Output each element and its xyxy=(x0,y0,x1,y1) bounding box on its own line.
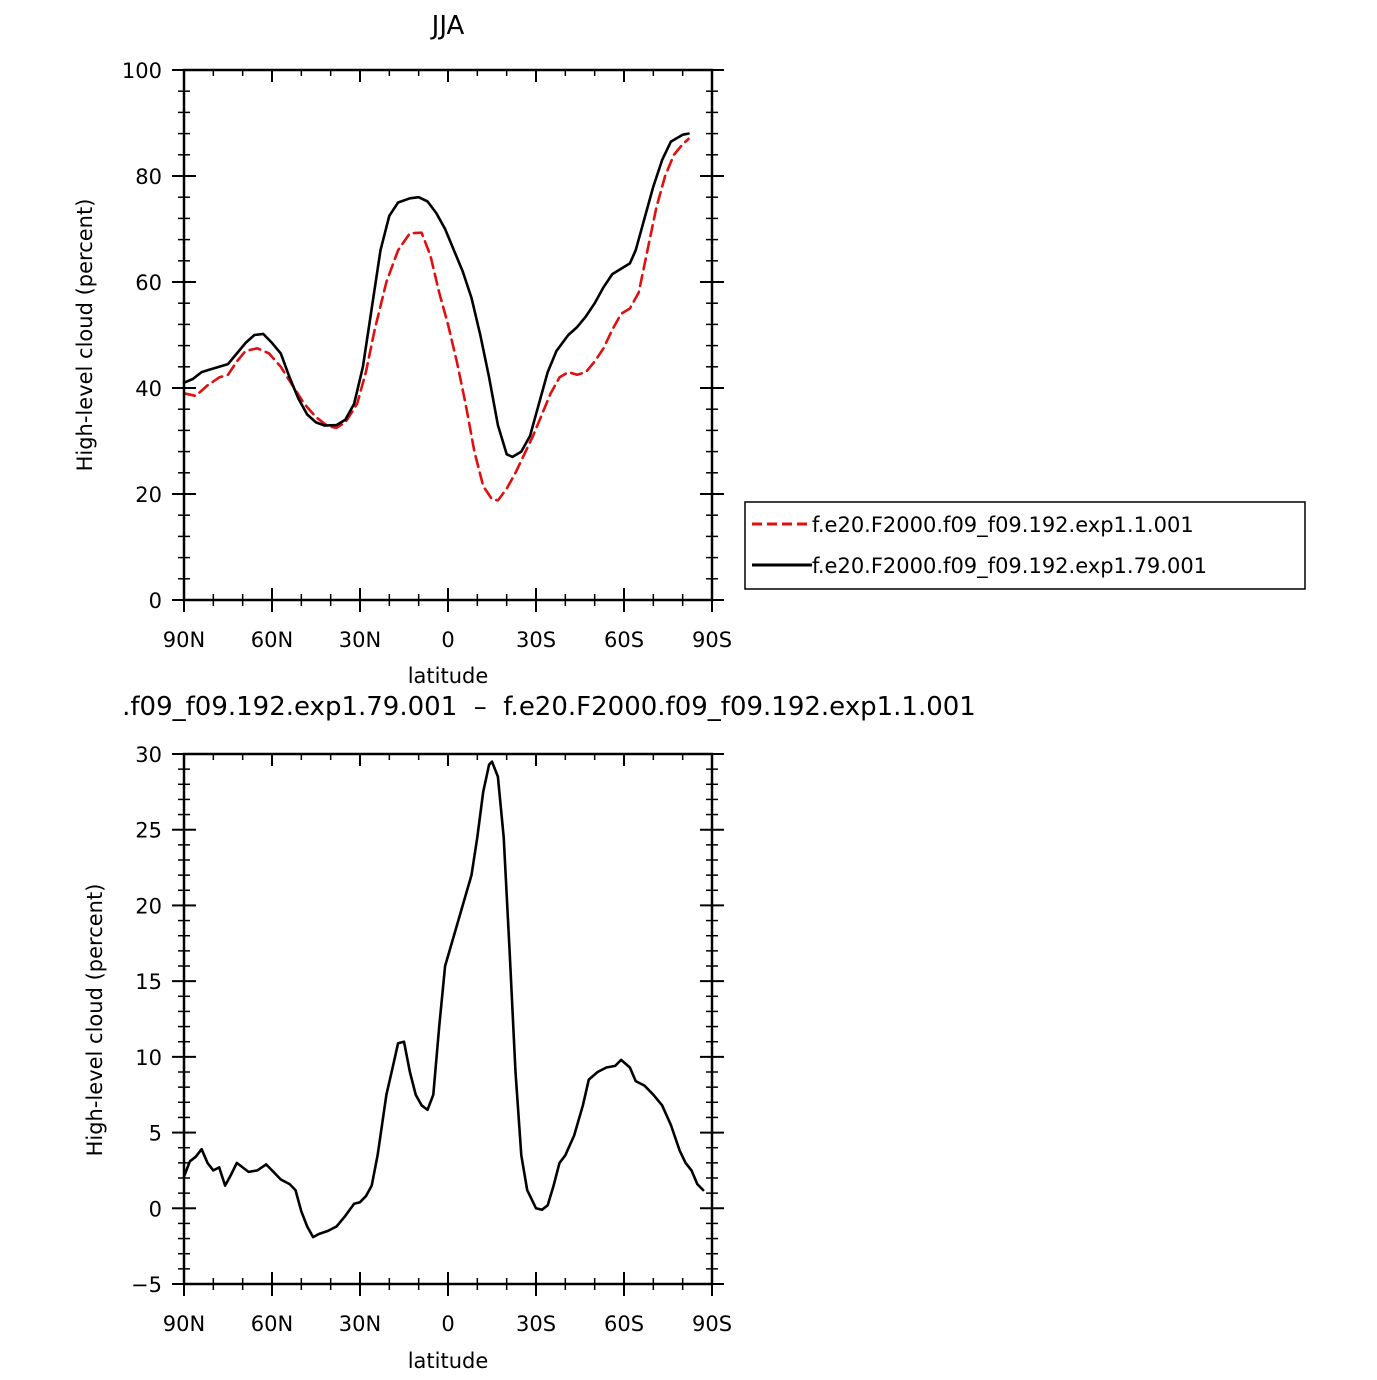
legend-label-series-1: f.e20.F2000.f09_f09.192.exp1.1.001 xyxy=(812,513,1194,538)
top-x-tick-label: 60N xyxy=(251,628,293,652)
bottom-series-line-1 xyxy=(182,760,705,1239)
top-x-tick-label: 30N xyxy=(339,628,381,652)
bottom-chart-ylabel: High-level cloud (percent) xyxy=(83,884,107,1157)
bottom-y-tick-label: −5 xyxy=(131,1273,162,1297)
top-x-tick-label: 60S xyxy=(604,628,644,652)
top-x-tick-label: 0 xyxy=(441,628,454,652)
bottom-x-tick-label: 60S xyxy=(604,1312,644,1336)
bottom-x-tick-label: 60N xyxy=(251,1312,293,1336)
bottom-y-tick-label: 30 xyxy=(135,743,162,767)
top-x-tick-label: 90S xyxy=(692,628,732,652)
bottom-x-tick-label: 0 xyxy=(441,1312,454,1336)
top-x-tick-label: 30S xyxy=(516,628,556,652)
bottom-chart-title: .f09_f09.192.exp1.79.001 – f.e20.F2000.f… xyxy=(122,692,976,722)
top-y-tick-label: 60 xyxy=(135,271,162,295)
bottom-y-tick-label: 10 xyxy=(135,1046,162,1070)
legend-box xyxy=(744,501,1306,590)
bottom-y-tick-label: 15 xyxy=(135,970,162,994)
top-y-tick-label: 0 xyxy=(149,589,162,613)
bottom-x-tick-label: 30S xyxy=(516,1312,556,1336)
legend-label-series-2: f.e20.F2000.f09_f09.192.exp1.79.001 xyxy=(812,554,1207,579)
top-series-line-2 xyxy=(182,132,690,459)
bottom-x-tick-label: 30N xyxy=(339,1312,381,1336)
top-chart-title: JJA xyxy=(430,11,465,41)
bottom-y-tick-label: 20 xyxy=(135,894,162,918)
bottom-y-tick-label: 5 xyxy=(149,1122,162,1146)
bottom-y-tick-label: 0 xyxy=(149,1197,162,1221)
top-chart-plot-frame xyxy=(182,68,714,602)
top-y-tick-label: 40 xyxy=(135,377,162,401)
top-x-tick-label: 90N xyxy=(163,628,205,652)
bottom-x-tick-label: 90S xyxy=(692,1312,732,1336)
top-chart-xlabel: latitude xyxy=(408,664,489,688)
top-y-tick-label: 80 xyxy=(135,165,162,189)
bottom-y-tick-label: 25 xyxy=(135,819,162,843)
bottom-chart-plot-frame xyxy=(182,752,714,1286)
top-chart-ylabel: High-level cloud (percent) xyxy=(73,199,97,472)
top-y-tick-label: 20 xyxy=(135,483,162,507)
bottom-chart-xlabel: latitude xyxy=(408,1349,489,1373)
top-chart-legend: f.e20.F2000.f09_f09.192.exp1.1.001 f.e20… xyxy=(744,501,1306,590)
top-series-line-1 xyxy=(182,137,690,502)
top-y-tick-label: 100 xyxy=(122,59,162,83)
bottom-x-tick-label: 90N xyxy=(163,1312,205,1336)
